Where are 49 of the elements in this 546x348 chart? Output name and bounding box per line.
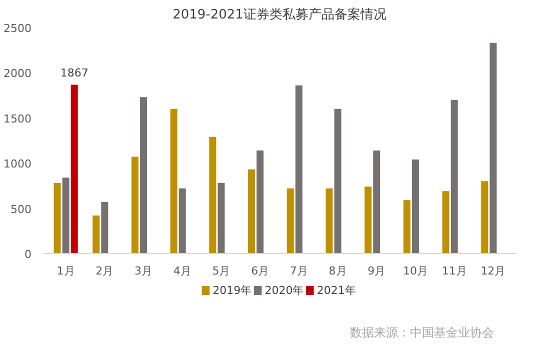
bar xyxy=(326,188,333,254)
bar xyxy=(295,85,302,254)
x-tick-label: 2月 xyxy=(96,264,114,278)
legend-label: 2020年 xyxy=(264,284,304,297)
bar xyxy=(178,188,186,254)
x-tick-label: 12月 xyxy=(480,264,506,278)
bar xyxy=(209,136,216,254)
bar xyxy=(256,150,264,254)
bar xyxy=(412,159,419,254)
y-tick-label: 500 xyxy=(10,202,32,216)
bar xyxy=(62,178,70,254)
source-note: 数据来源：中国基金业协会 xyxy=(350,326,494,340)
y-tick-label: 2000 xyxy=(4,67,32,80)
x-tick-label: 8月 xyxy=(328,264,347,278)
x-tick-label: 5月 xyxy=(212,264,230,278)
y-tick-label: 2500 xyxy=(4,22,32,35)
bar xyxy=(70,84,78,254)
bar xyxy=(403,200,410,254)
chart-title: 2019-2021证券类私募产品备案情况 xyxy=(172,6,386,22)
bar xyxy=(248,169,256,254)
bar xyxy=(131,156,138,254)
legend-label: 2021年 xyxy=(316,284,356,297)
x-tick-label: 6月 xyxy=(251,264,270,278)
bar xyxy=(364,186,372,254)
x-tick-label: 10月 xyxy=(402,264,428,278)
x-tick-label: 1月 xyxy=(56,264,75,278)
bar xyxy=(170,108,178,254)
bar xyxy=(140,97,148,254)
x-tick-label: 9月 xyxy=(368,264,386,278)
data-label: 1867 xyxy=(60,66,88,80)
bar xyxy=(450,100,458,254)
x-tick-label: 3月 xyxy=(134,264,153,278)
bar xyxy=(373,150,380,254)
y-tick-label: 1500 xyxy=(4,112,32,126)
y-tick-label: 0 xyxy=(24,248,32,261)
bar xyxy=(334,108,342,254)
x-tick-label: 11月 xyxy=(442,264,467,278)
x-tick-label: 7月 xyxy=(290,264,308,278)
legend-label: 2019年 xyxy=(212,284,252,297)
bar xyxy=(481,181,488,254)
bar xyxy=(218,182,225,254)
bar xyxy=(54,182,61,254)
bar xyxy=(442,191,450,254)
bar xyxy=(490,42,497,254)
y-tick-label: 1000 xyxy=(4,158,32,171)
x-tick-label: 4月 xyxy=(173,264,192,278)
bar xyxy=(101,202,108,254)
bar xyxy=(286,188,294,254)
bar xyxy=(92,216,100,254)
